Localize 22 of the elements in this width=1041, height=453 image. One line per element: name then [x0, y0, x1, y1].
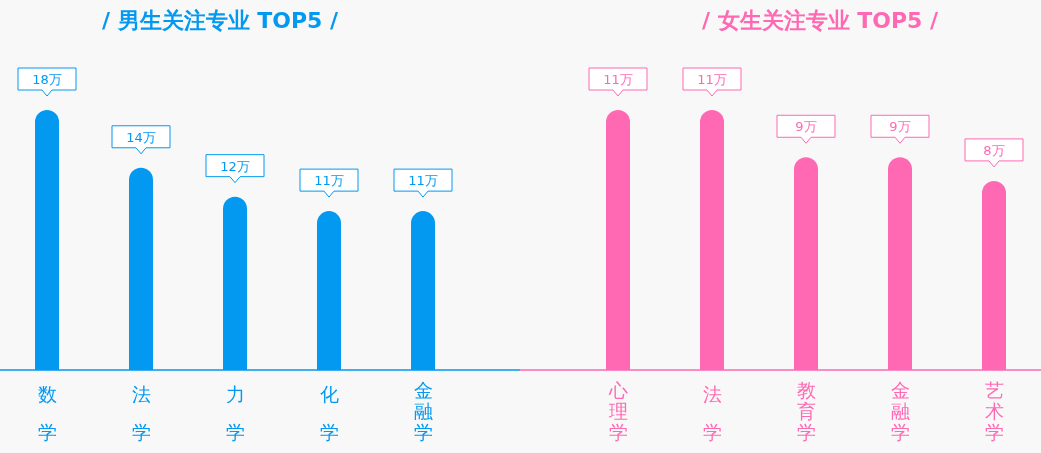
data-label: 12万 — [220, 158, 250, 174]
data-label: 11万 — [314, 173, 344, 189]
x-tick-label: 艺术学 — [984, 379, 1004, 443]
x-tick-label: 力学 — [225, 383, 245, 443]
data-label: 11万 — [697, 72, 727, 87]
x-tick-label: 法学 — [702, 383, 722, 443]
data-label: 11万 — [603, 72, 633, 87]
x-tick-label: 金融学 — [413, 379, 433, 443]
data-label: 11万 — [408, 173, 438, 189]
x-tick-label: 金融学 — [890, 379, 910, 443]
chart-title: / 男生关注专业 TOP5 / — [101, 8, 340, 33]
data-label: 8万 — [983, 142, 1005, 158]
x-tick-label: 教育学 — [796, 379, 816, 443]
data-label: 14万 — [126, 129, 156, 145]
x-tick-label: 化学 — [319, 383, 339, 443]
data-label: 9万 — [795, 119, 817, 135]
x-tick-label: 法学 — [131, 383, 151, 443]
chart-title: / 女生关注专业 TOP5 / — [701, 8, 940, 33]
x-tick-label: 心理学 — [607, 379, 628, 443]
data-label: 18万 — [32, 72, 62, 87]
x-tick-label: 数学 — [37, 383, 57, 443]
data-label: 9万 — [889, 119, 911, 135]
